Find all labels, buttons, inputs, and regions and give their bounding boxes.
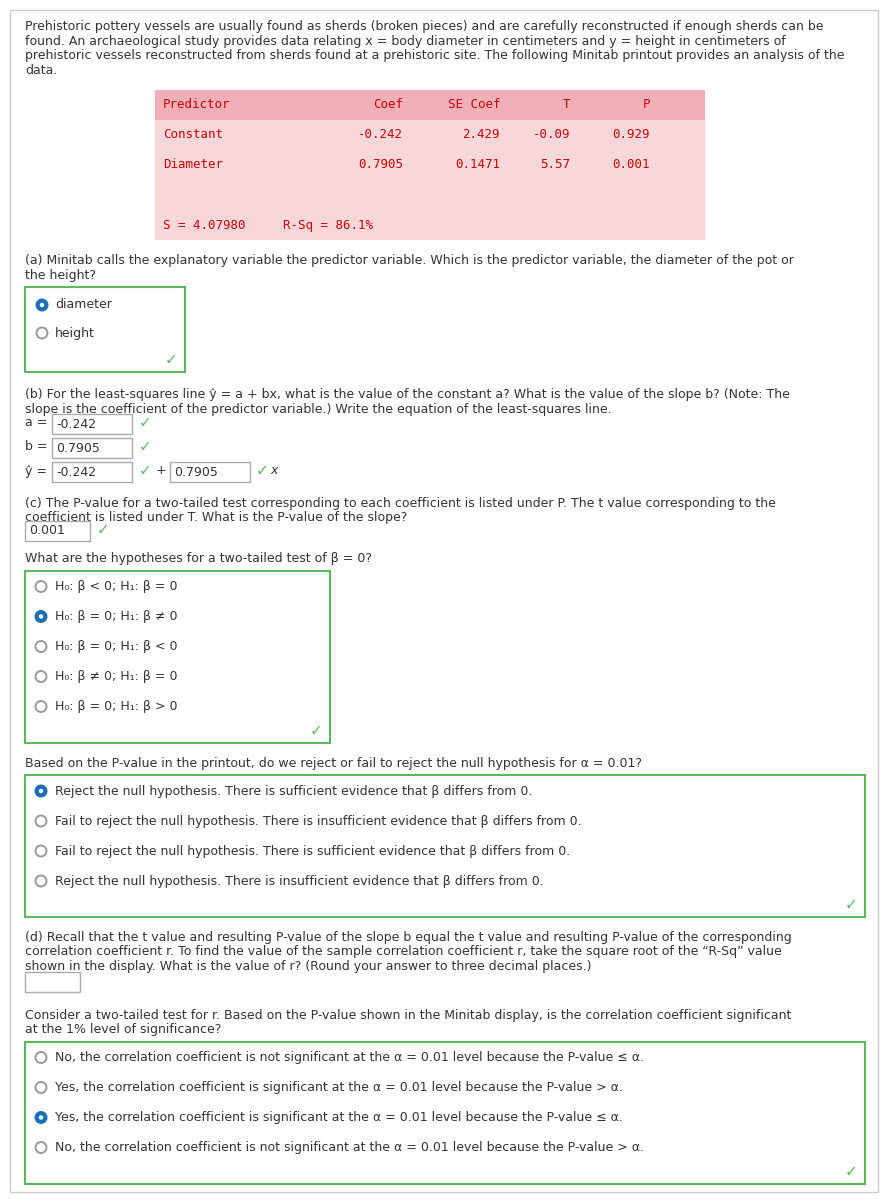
Text: What are the hypotheses for a two-tailed test of β = 0?: What are the hypotheses for a two-tailed… [25,552,372,565]
Text: the height?: the height? [25,269,96,282]
Circle shape [40,302,44,307]
Text: prehistoric vessels reconstructed from sherds found at a prehistoric site. The f: prehistoric vessels reconstructed from s… [25,49,844,62]
Text: at the 1% level of significance?: at the 1% level of significance? [25,1022,221,1036]
Text: shown in the display. What is the value of r? (Round your answer to three decima: shown in the display. What is the value … [25,960,591,973]
Text: 0.001: 0.001 [613,158,650,172]
Text: 0.001: 0.001 [29,524,65,538]
Text: ŷ =: ŷ = [25,464,51,478]
Text: 0.929: 0.929 [613,128,650,142]
Circle shape [36,1082,46,1093]
Text: S = 4.07980     R-Sq = 86.1%: S = 4.07980 R-Sq = 86.1% [163,218,373,232]
Text: +: + [152,464,170,478]
Text: H₀: β = 0; H₁: β ≠ 0: H₀: β = 0; H₁: β ≠ 0 [55,610,178,623]
Text: ✓: ✓ [97,522,109,538]
Text: Diameter: Diameter [163,158,223,172]
Text: diameter: diameter [55,299,112,312]
FancyBboxPatch shape [25,570,330,743]
Text: -0.09: -0.09 [533,128,570,142]
Circle shape [36,581,46,592]
FancyBboxPatch shape [155,90,705,240]
Text: (b) For the least-squares line ŷ = a + bx, what is the value of the constant a? : (b) For the least-squares line ŷ = a + b… [25,388,789,401]
Circle shape [36,1052,46,1063]
Text: Constant: Constant [163,128,223,142]
Text: 0.7905: 0.7905 [174,466,218,479]
Text: SE Coef: SE Coef [448,98,500,112]
Circle shape [36,671,46,682]
Text: x: x [270,464,277,478]
Text: (c) The P-value for a two-tailed test corresponding to each coefficient is liste: (c) The P-value for a two-tailed test co… [25,497,776,510]
Text: 0.7905: 0.7905 [56,442,99,455]
Text: Yes, the correlation coefficient is significant at the α = 0.01 level because th: Yes, the correlation coefficient is sign… [55,1111,622,1124]
Text: H₀: β = 0; H₁: β < 0: H₀: β = 0; H₁: β < 0 [55,640,178,653]
FancyBboxPatch shape [155,90,705,120]
Text: 0.1471: 0.1471 [455,158,500,172]
FancyBboxPatch shape [52,438,132,458]
FancyBboxPatch shape [52,414,132,434]
Text: -0.242: -0.242 [358,128,403,142]
Text: correlation coefficient r. To find the value of the sample correlation coefficie: correlation coefficient r. To find the v… [25,946,781,959]
Text: H₀: β < 0; H₁: β = 0: H₀: β < 0; H₁: β = 0 [55,580,178,593]
Circle shape [36,1112,46,1123]
Text: found. An archaeological study provides data relating x = body diameter in centi: found. An archaeological study provides … [25,35,786,48]
FancyBboxPatch shape [170,462,250,482]
Text: coefficient is listed under T. What is the P-value of the slope?: coefficient is listed under T. What is t… [25,511,408,524]
Circle shape [36,816,46,827]
Circle shape [39,788,44,793]
Text: (d) Recall that the t value and resulting P-value of the slope b equal the t val: (d) Recall that the t value and resultin… [25,931,792,944]
Text: Consider a two-tailed test for r. Based on the P-value shown in the Minitab disp: Consider a two-tailed test for r. Based … [25,1008,791,1021]
FancyBboxPatch shape [25,775,865,917]
Text: ✓: ✓ [139,415,151,431]
Text: 2.429: 2.429 [463,128,500,142]
FancyBboxPatch shape [25,287,185,372]
Text: H₀: β ≠ 0; H₁: β = 0: H₀: β ≠ 0; H₁: β = 0 [55,670,178,683]
Circle shape [36,641,46,652]
Text: Predictor: Predictor [163,98,231,112]
Circle shape [36,876,46,887]
Text: slope is the coefficient of the predictor variable.) Write the equation of the l: slope is the coefficient of the predicto… [25,402,612,415]
Text: ✓: ✓ [310,722,322,738]
Text: No, the correlation coefficient is not significant at the α = 0.01 level because: No, the correlation coefficient is not s… [55,1051,644,1064]
Text: Prehistoric pottery vessels are usually found as sherds (broken pieces) and are : Prehistoric pottery vessels are usually … [25,20,823,32]
Text: ✓: ✓ [844,1164,858,1178]
Text: 0.7905: 0.7905 [358,158,403,172]
Text: T: T [562,98,570,112]
Text: Based on the P-value in the printout, do we reject or fail to reject the null hy: Based on the P-value in the printout, do… [25,756,642,769]
Text: Reject the null hypothesis. There is insufficient evidence that β differs from 0: Reject the null hypothesis. There is ins… [55,875,543,888]
Text: ✓: ✓ [139,463,151,479]
Text: Reject the null hypothesis. There is sufficient evidence that β differs from 0.: Reject the null hypothesis. There is suf… [55,785,533,798]
Text: Fail to reject the null hypothesis. There is insufficient evidence that β differ: Fail to reject the null hypothesis. Ther… [55,815,582,828]
Text: 5.57: 5.57 [540,158,570,172]
FancyBboxPatch shape [25,972,80,991]
FancyBboxPatch shape [25,1042,865,1183]
Circle shape [39,1115,44,1120]
Text: P: P [643,98,650,112]
Circle shape [36,786,46,797]
Text: ✓: ✓ [844,898,858,912]
Text: -0.242: -0.242 [56,418,96,431]
Text: Coef: Coef [373,98,403,112]
Text: Fail to reject the null hypothesis. There is sufficient evidence that β differs : Fail to reject the null hypothesis. Ther… [55,845,570,858]
Text: (a) Minitab calls the explanatory variable the predictor variable. Which is the : (a) Minitab calls the explanatory variab… [25,254,794,266]
Text: b =: b = [25,440,52,454]
Text: ✓: ✓ [256,463,268,479]
Circle shape [36,328,47,338]
Circle shape [39,614,44,619]
Circle shape [36,701,46,712]
FancyBboxPatch shape [25,521,90,541]
Circle shape [36,1142,46,1153]
Text: Yes, the correlation coefficient is significant at the α = 0.01 level because th: Yes, the correlation coefficient is sign… [55,1081,622,1094]
Text: No, the correlation coefficient is not significant at the α = 0.01 level because: No, the correlation coefficient is not s… [55,1141,644,1154]
FancyBboxPatch shape [10,10,878,1192]
Circle shape [36,300,47,311]
Text: H₀: β = 0; H₁: β > 0: H₀: β = 0; H₁: β > 0 [55,700,178,713]
Text: ✓: ✓ [139,439,151,455]
Text: -0.242: -0.242 [56,466,96,479]
Text: ✓: ✓ [164,353,178,367]
Text: height: height [55,326,95,340]
Circle shape [36,846,46,857]
Text: a =: a = [25,416,52,430]
Text: data.: data. [25,64,58,77]
FancyBboxPatch shape [52,462,132,482]
Circle shape [36,611,46,622]
